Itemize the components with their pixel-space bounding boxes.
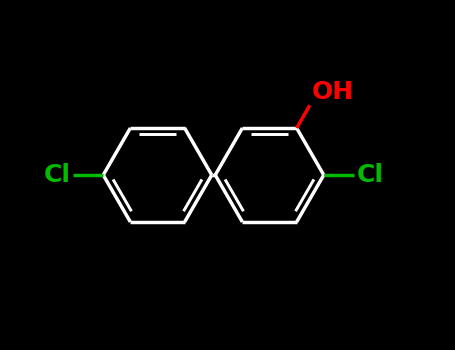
- Text: Cl: Cl: [356, 163, 383, 187]
- Text: OH: OH: [312, 79, 354, 104]
- Text: Cl: Cl: [44, 163, 71, 187]
